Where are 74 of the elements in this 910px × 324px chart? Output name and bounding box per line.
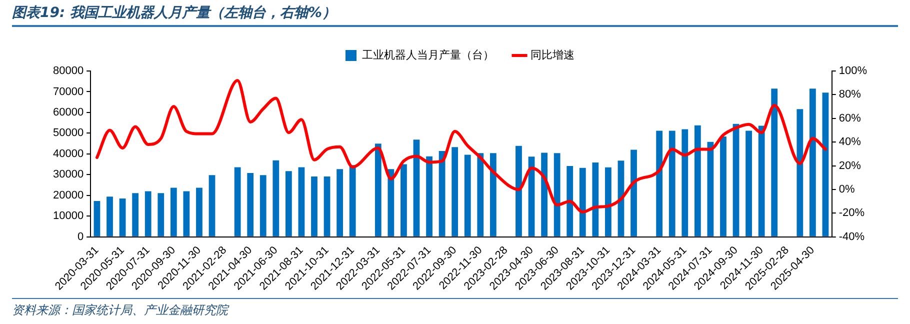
bar <box>477 153 484 236</box>
y2-tick-label: -40% <box>838 230 865 243</box>
y2-tick-label: -20% <box>838 207 865 220</box>
bar <box>234 167 241 236</box>
bar <box>119 198 126 236</box>
y2-tick-label: 40% <box>838 136 862 148</box>
text: 资料来源：国家统计局、产业金融研究院 <box>12 298 898 319</box>
line-series <box>95 78 827 214</box>
bar <box>464 154 471 236</box>
bar <box>796 109 804 236</box>
bar <box>579 168 586 236</box>
bar <box>132 193 139 236</box>
bar <box>298 167 305 236</box>
y2-tick-label: 100% <box>838 65 868 78</box>
y-tick-label: 40000 <box>52 148 84 160</box>
legend-label: 工业机器人当月产量（台） <box>362 48 494 62</box>
bar <box>285 171 292 236</box>
bar <box>630 150 637 236</box>
bar <box>720 136 726 236</box>
bar <box>374 144 382 236</box>
bar <box>413 140 420 236</box>
bar <box>746 130 752 236</box>
y-tick-label: 30000 <box>52 168 84 181</box>
bar <box>94 201 100 236</box>
bar <box>810 88 816 236</box>
bar <box>349 165 356 236</box>
bar <box>554 153 560 236</box>
bar <box>516 146 522 236</box>
bar <box>592 162 599 236</box>
y2-tick-label: 80% <box>838 88 862 101</box>
bar <box>106 196 113 236</box>
bar <box>707 142 714 236</box>
bar <box>183 191 190 236</box>
bar <box>144 191 152 236</box>
bar <box>694 125 701 236</box>
y-tick-label: 20000 <box>52 189 84 202</box>
legend-label: 同比增速 <box>530 48 574 62</box>
bar <box>324 176 330 236</box>
y-tick-label: 50000 <box>52 127 84 140</box>
bar <box>426 156 432 236</box>
bar <box>438 151 446 236</box>
bar <box>336 169 344 236</box>
y-tick-label: 70000 <box>52 86 84 98</box>
bar <box>668 130 676 236</box>
bar <box>822 92 829 236</box>
bar <box>452 147 458 236</box>
bar <box>758 126 765 236</box>
bar <box>528 156 535 236</box>
bar <box>400 164 407 236</box>
y2-tick-label: 0% <box>838 184 855 196</box>
bar <box>170 188 177 236</box>
y-tick-label: 60000 <box>52 106 84 118</box>
bar <box>158 193 164 236</box>
bar <box>196 188 202 236</box>
chart-title: 图表19: 我国工业机器人月产量（左轴台，右轴%） <box>12 4 898 27</box>
bar <box>311 176 318 236</box>
bar <box>541 152 548 236</box>
bar <box>272 160 280 236</box>
bar <box>247 173 254 236</box>
y2-tick-label: 20% <box>838 160 862 172</box>
bar <box>682 129 688 236</box>
bar <box>656 130 663 236</box>
bar <box>771 88 778 236</box>
bar <box>605 167 612 236</box>
bar <box>732 124 740 236</box>
bar <box>260 175 266 236</box>
bar <box>388 169 394 236</box>
bar <box>490 153 496 236</box>
bar <box>208 175 216 236</box>
y2-tick-label: 60% <box>838 112 862 124</box>
y-tick-label: 0 <box>77 230 84 243</box>
bar <box>566 166 574 236</box>
y-tick-label: 80000 <box>52 65 84 78</box>
y-tick-label: 10000 <box>52 210 84 222</box>
